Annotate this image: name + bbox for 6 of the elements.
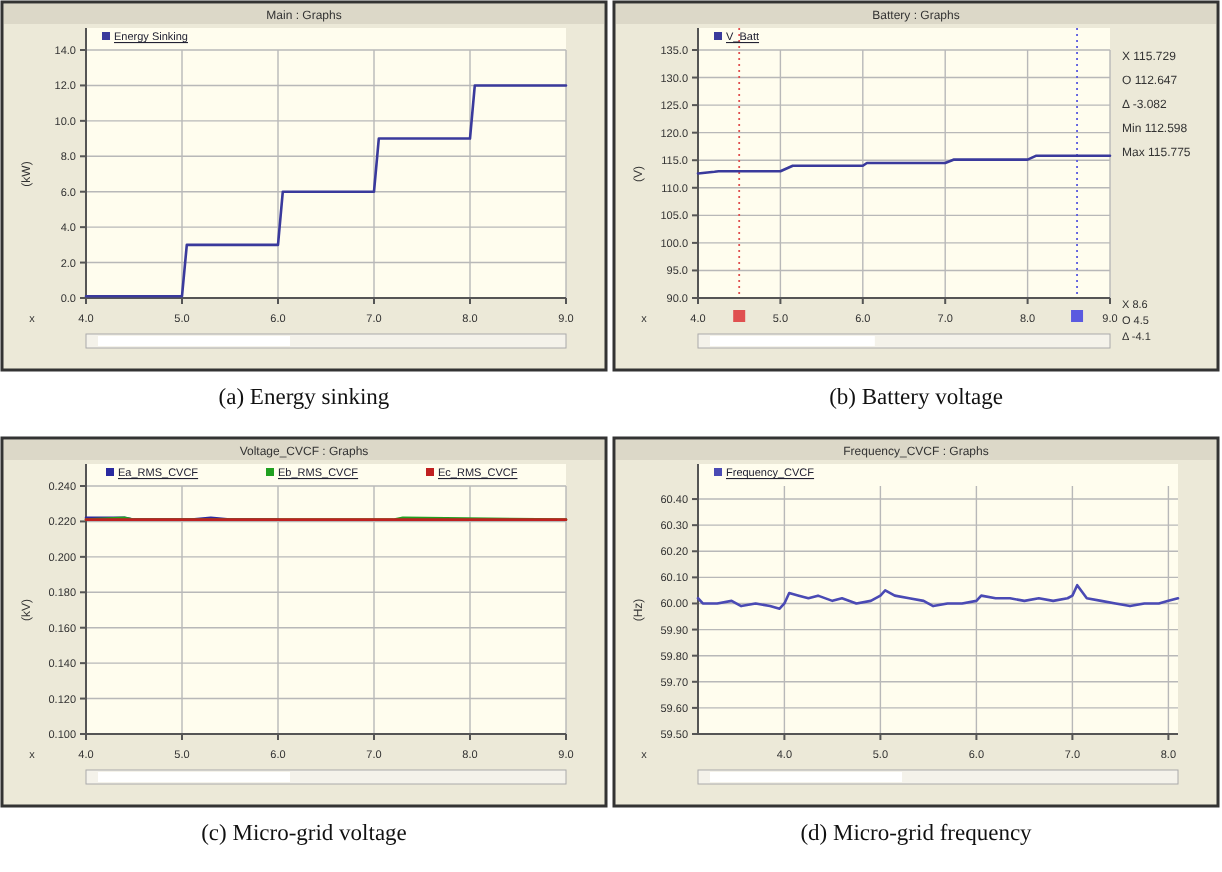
text: (b) Battery voltage xyxy=(829,386,1003,410)
text: (a) Energy sinking xyxy=(218,386,390,410)
line-series xyxy=(696,154,1112,175)
text: (c) Micro-grid voltage xyxy=(201,822,407,846)
text: (d) Micro-grid frequency xyxy=(800,822,1033,846)
line-series xyxy=(696,583,1180,610)
